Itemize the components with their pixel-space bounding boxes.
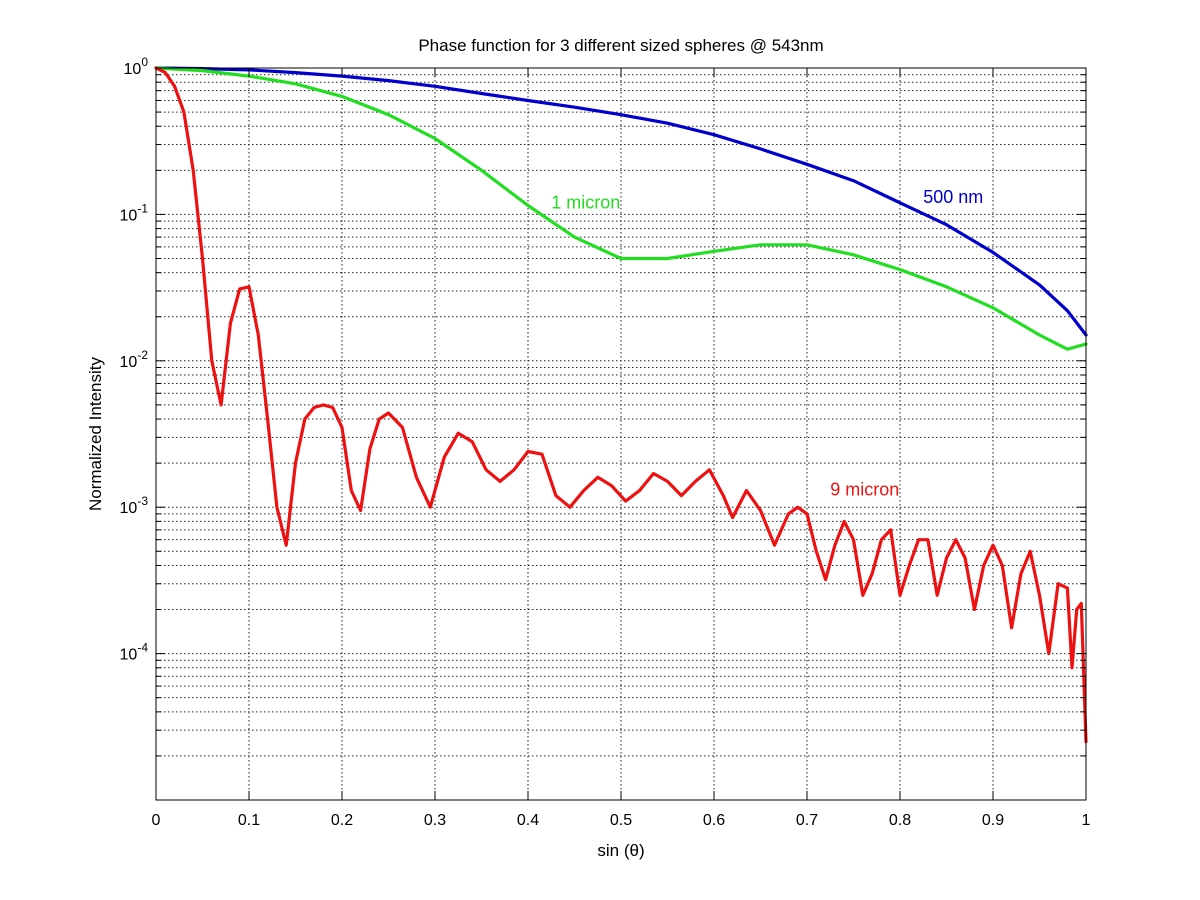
y-tick-exponent: -4 <box>137 641 148 655</box>
y-tick-exponent: -2 <box>137 348 148 362</box>
y-tick-label: 10-3 <box>120 494 149 517</box>
y-axis-label: Normalized Intensity <box>86 357 105 512</box>
x-tick-label: 0.1 <box>238 812 260 829</box>
series-lines <box>154 66 1088 744</box>
series-line-500-nm <box>154 66 1088 337</box>
series-line-1-micron <box>154 66 1088 351</box>
x-tick-label: 1 <box>1082 812 1091 829</box>
y-tick-exponent: -1 <box>137 201 148 215</box>
x-tick-label: 0.5 <box>610 812 632 829</box>
y-tick-label: 100 <box>124 55 149 78</box>
y-tick-label: 10-4 <box>120 641 149 664</box>
y-tick-base: 10 <box>120 354 138 371</box>
series-annotation: 1 micron <box>551 192 620 212</box>
x-tick-label: 0.8 <box>889 812 911 829</box>
y-tick-base: 10 <box>120 500 138 517</box>
y-tick-exponent: -3 <box>137 494 148 508</box>
x-tick-labels: 0 0.1 0.2 0.3 0.4 0.5 0.6 0.7 0.8 0.9 1 <box>152 812 1091 829</box>
x-tick-label: 0.3 <box>424 812 446 829</box>
x-tick-label: 0 <box>152 812 161 829</box>
x-axis-label: sin (θ) <box>597 841 644 860</box>
y-tick-base: 10 <box>120 207 138 224</box>
series-annotation: 500 nm <box>923 187 983 207</box>
x-tick-label: 0.6 <box>703 812 725 829</box>
x-tick-label: 0.9 <box>982 812 1004 829</box>
y-tick-label: 10-1 <box>120 201 149 224</box>
series-line-9-micron <box>154 66 1088 744</box>
x-tick-label: 0.4 <box>517 812 539 829</box>
plot-area <box>156 68 1086 800</box>
x-tick-label: 0.7 <box>796 812 818 829</box>
y-tick-base: 10 <box>120 647 138 664</box>
series-annotations: 500 nm 1 micron 9 micron <box>551 187 983 500</box>
y-tick-label: 10-2 <box>120 348 149 371</box>
tick-marks <box>155 68 1087 801</box>
y-tick-exponent: 0 <box>141 55 148 69</box>
chart-title: Phase function for 3 different sized sph… <box>418 36 823 55</box>
y-tick-base: 10 <box>124 61 142 78</box>
x-tick-label: 0.2 <box>331 812 353 829</box>
series-annotation: 9 micron <box>830 480 899 500</box>
